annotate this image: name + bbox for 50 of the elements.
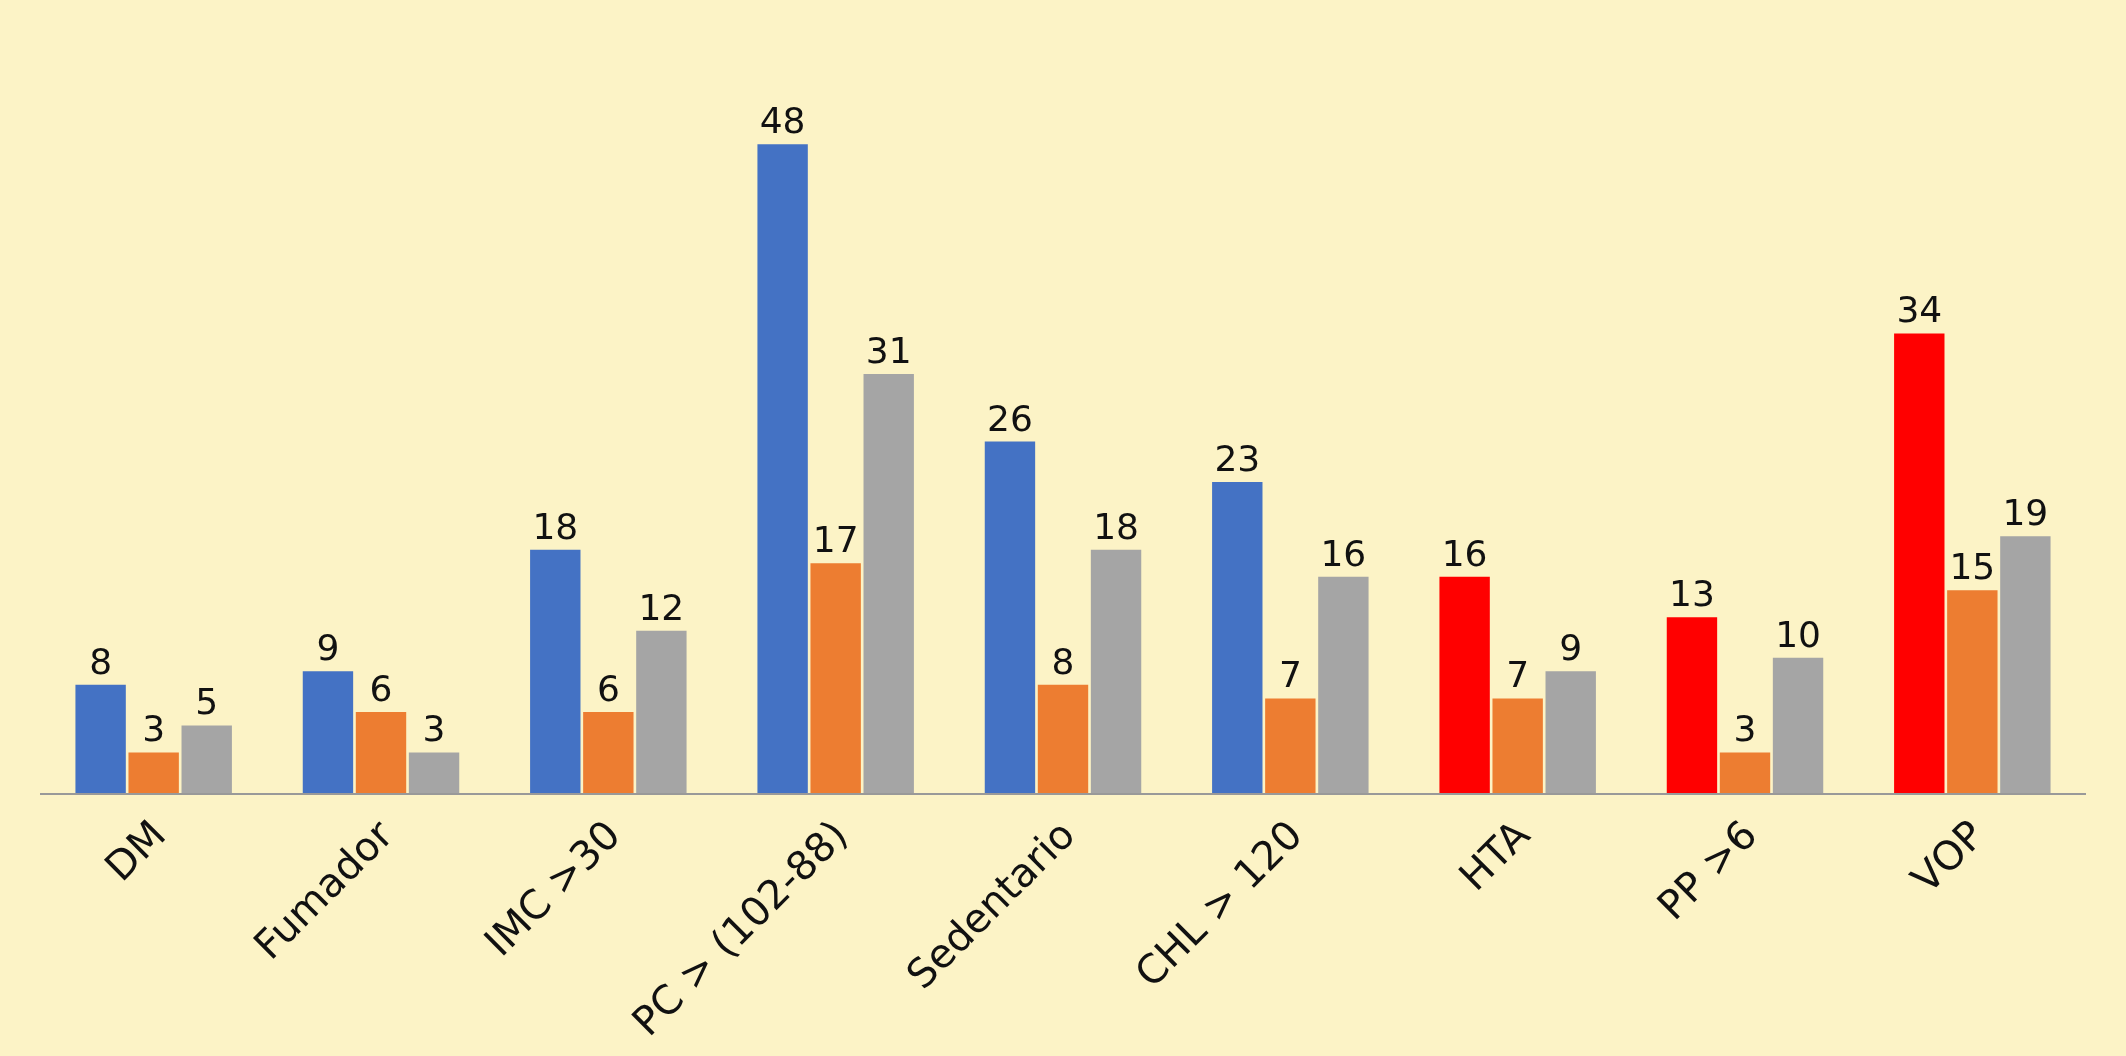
- data-label: 12: [638, 586, 685, 628]
- bar: [1439, 576, 1490, 793]
- data-label: 7: [1506, 654, 1530, 696]
- data-label: 17: [812, 519, 859, 561]
- x-tick-label: VOP: [1902, 810, 1993, 902]
- data-label: 16: [1441, 532, 1488, 574]
- bar: [302, 671, 354, 793]
- data-label: 23: [1214, 438, 1261, 480]
- bar: [1212, 482, 1263, 793]
- bar: [1492, 698, 1543, 793]
- bar: [1037, 684, 1089, 793]
- data-label: 6: [596, 667, 620, 709]
- x-tick-label: PP >6: [1648, 810, 1766, 929]
- bar: [1265, 698, 1316, 793]
- bar: [355, 711, 407, 793]
- data-label: 16: [1320, 532, 1367, 574]
- data-label: 10: [1775, 613, 1821, 655]
- data-label: 15: [1949, 546, 1996, 588]
- bar: [128, 752, 179, 793]
- data-label: 6: [369, 667, 393, 709]
- data-label: 13: [1669, 573, 1715, 615]
- bar: [757, 144, 808, 793]
- bar: [984, 441, 1036, 793]
- data-label: 26: [987, 397, 1033, 439]
- x-tick-label: CHL > 120: [1125, 810, 1311, 996]
- bar: [583, 711, 634, 793]
- data-label: 9: [316, 627, 340, 669]
- data-label: 8: [1051, 640, 1075, 682]
- data-label: 48: [759, 100, 806, 142]
- data-label: 3: [142, 708, 166, 750]
- x-tick-label: HTA: [1449, 810, 1539, 900]
- bar: [1666, 617, 1718, 793]
- bar: [530, 549, 581, 793]
- bar: [1947, 590, 1998, 793]
- data-label: 34: [1896, 289, 1943, 331]
- x-tick-label: DM: [95, 810, 175, 890]
- data-label: 3: [422, 708, 446, 750]
- data-label: 31: [865, 329, 912, 371]
- data-label: 3: [1733, 708, 1757, 750]
- bar: [75, 684, 126, 793]
- data-label: 8: [89, 640, 113, 682]
- bar: [1894, 333, 1945, 793]
- data-label: 7: [1278, 654, 1302, 696]
- data-label: 5: [195, 681, 219, 723]
- data-label: 9: [1559, 627, 1583, 669]
- data-label: 19: [2002, 492, 2049, 534]
- bar: [1719, 752, 1771, 793]
- data-label: 18: [532, 505, 579, 547]
- bar: [810, 563, 861, 793]
- data-label: 18: [1093, 505, 1139, 547]
